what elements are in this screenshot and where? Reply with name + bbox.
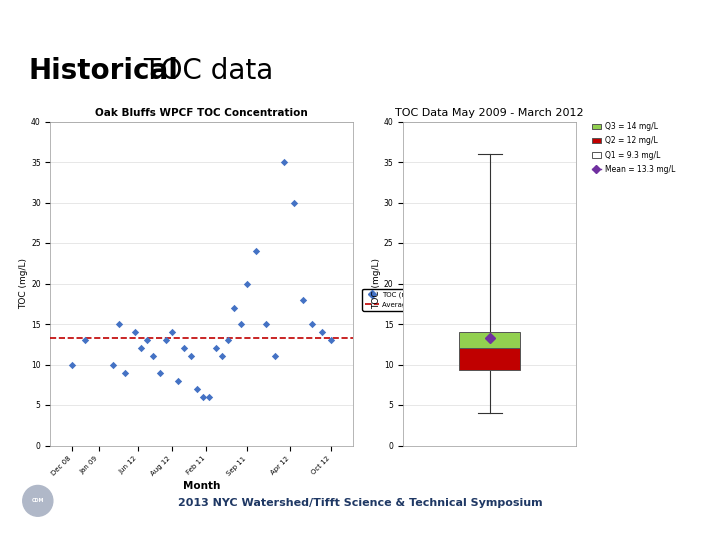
Legend: TOC (mg/L), Average  (mg/L): TOC (mg/L), Average (mg/L) — [362, 289, 441, 310]
Point — [66, 360, 78, 369]
Point — [325, 336, 337, 345]
Point — [154, 368, 166, 377]
Bar — [459, 348, 520, 370]
Point — [204, 393, 215, 401]
Text: CDM: CDM — [32, 498, 44, 503]
Point — [235, 320, 246, 328]
Point — [166, 328, 178, 336]
Point — [216, 352, 228, 361]
Point — [228, 303, 240, 312]
Y-axis label: TOC (mg/L): TOC (mg/L) — [372, 258, 381, 309]
Title: TOC Data May 2009 - March 2012: TOC Data May 2009 - March 2012 — [395, 108, 584, 118]
Circle shape — [23, 485, 53, 516]
Point — [210, 344, 221, 353]
Point — [173, 376, 184, 385]
Point — [197, 393, 209, 401]
Point — [107, 360, 119, 369]
Text: TOC data: TOC data — [135, 57, 274, 85]
Point — [316, 328, 328, 336]
Point — [79, 336, 91, 345]
Point — [135, 344, 147, 353]
Point — [185, 352, 197, 361]
Point — [160, 336, 171, 345]
Point — [120, 368, 131, 377]
Point — [288, 198, 300, 207]
Point — [141, 336, 153, 345]
Bar — [459, 332, 520, 348]
Point — [269, 352, 281, 361]
Point — [113, 320, 125, 328]
Point — [251, 247, 262, 255]
Y-axis label: TOC (mg/L): TOC (mg/L) — [19, 258, 28, 309]
Point — [297, 295, 309, 304]
Point — [307, 320, 318, 328]
Point — [179, 344, 190, 353]
Point — [222, 336, 234, 345]
Text: Historical: Historical — [29, 57, 179, 85]
X-axis label: Month: Month — [183, 481, 220, 491]
Point — [279, 158, 290, 166]
Legend: Q3 = 14 mg/L, Q2 = 12 mg/L, Q1 = 9.3 mg/L, Mean = 13.3 mg/L: Q3 = 14 mg/L, Q2 = 12 mg/L, Q1 = 9.3 mg/… — [588, 119, 678, 177]
Point — [241, 279, 253, 288]
Point — [260, 320, 271, 328]
Point — [129, 328, 140, 336]
Text: 2013 NYC Watershed/Tifft Science & Technical Symposium: 2013 NYC Watershed/Tifft Science & Techn… — [178, 497, 542, 508]
Point — [148, 352, 159, 361]
Title: Oak Bluffs WPCF TOC Concentration: Oak Bluffs WPCF TOC Concentration — [95, 108, 308, 118]
Point — [192, 384, 203, 393]
